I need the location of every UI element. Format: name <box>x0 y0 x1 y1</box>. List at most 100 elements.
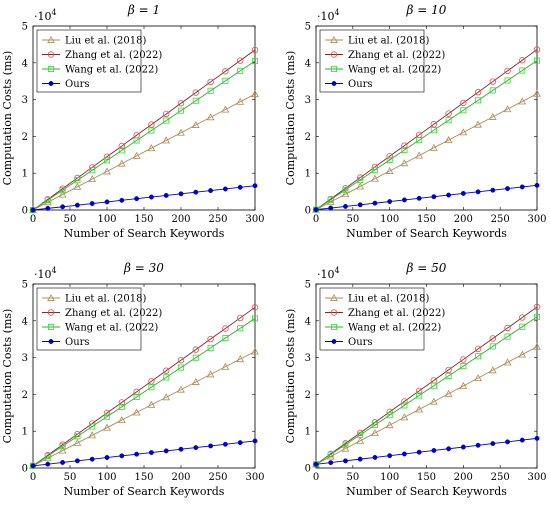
circle-marker <box>192 346 199 353</box>
x-tick-label: 250 <box>491 214 510 225</box>
square-marker <box>59 443 66 450</box>
y-tick-label: 3 <box>22 353 28 364</box>
square-marker <box>342 441 349 448</box>
square-marker <box>251 57 258 64</box>
series-line <box>32 440 256 467</box>
circle-marker <box>222 68 229 75</box>
y-tick-label: 0 <box>22 206 28 217</box>
triangle-marker <box>147 400 156 408</box>
square-marker <box>222 77 229 84</box>
dot-marker <box>534 435 540 441</box>
legend-item: Ours <box>42 79 90 90</box>
dot-marker <box>475 189 481 195</box>
circle-marker <box>162 367 170 374</box>
triangle-marker <box>429 397 438 405</box>
y-tick-label: 3 <box>22 95 28 106</box>
square-marker <box>222 335 229 342</box>
dot-marker <box>331 339 337 344</box>
dot-marker <box>505 439 510 445</box>
circle-marker <box>445 110 452 117</box>
legend-label: Zhang et al. (2022) <box>65 308 162 319</box>
y-tick-label: 3 <box>305 95 311 106</box>
dot-marker <box>313 461 319 467</box>
triangle-marker <box>162 393 171 401</box>
dot-marker <box>313 207 319 213</box>
legend-label: Zhang et al. (2022) <box>65 50 162 61</box>
circle-marker <box>222 325 229 332</box>
dot-marker <box>331 81 337 86</box>
x-tick-label: 300 <box>527 472 546 483</box>
dot-marker <box>163 192 169 198</box>
square-marker <box>489 87 496 94</box>
square-marker <box>342 186 349 193</box>
triangle-marker <box>415 151 424 159</box>
series-line <box>32 307 256 467</box>
series-line <box>315 184 538 211</box>
x-tick-label: 150 <box>417 214 436 225</box>
dot-marker <box>237 184 243 190</box>
triangle-marker <box>533 342 541 350</box>
x-tick-label: 200 <box>171 214 190 225</box>
triangle-marker <box>330 293 338 301</box>
square-marker <box>74 177 81 184</box>
series-3 <box>29 315 258 469</box>
triangle-marker <box>459 381 468 389</box>
square-marker <box>445 117 452 124</box>
dot-marker <box>237 440 243 446</box>
circle-marker <box>533 303 541 311</box>
circle-marker <box>251 304 259 311</box>
series-line <box>315 437 538 465</box>
dot-marker <box>60 204 66 210</box>
circle-marker <box>251 46 259 54</box>
legend-item: Wang et al. (2022) <box>42 65 158 76</box>
square-marker <box>118 147 125 154</box>
dot-marker <box>372 200 378 206</box>
dot-marker <box>178 446 184 452</box>
square-marker <box>163 117 170 124</box>
dot-marker <box>460 444 466 450</box>
series-line <box>315 60 538 211</box>
chart-title: β = 1 <box>127 3 160 17</box>
series-line <box>32 93 256 211</box>
legend-item: Liu et al. (2018) <box>325 36 429 47</box>
triangle-marker <box>356 182 365 190</box>
legend: Liu et al. (2018) Zhang et al. (2022) Wang… <box>36 29 162 93</box>
circle-marker <box>47 309 55 316</box>
dot-marker <box>460 190 466 196</box>
series-4 <box>30 183 258 213</box>
x-tick-label: 100 <box>380 214 399 225</box>
dot-marker <box>104 455 110 460</box>
circle-marker <box>474 89 482 96</box>
square-marker <box>330 323 337 330</box>
dot-marker <box>89 456 95 462</box>
square-marker <box>148 384 155 391</box>
dot-marker <box>416 195 422 201</box>
legend-label: Liu et al. (2018) <box>65 36 146 47</box>
dot-marker <box>534 182 540 188</box>
series-line <box>315 306 538 465</box>
triangle-marker <box>488 112 497 120</box>
chart-panel-1: β = 1 ·104 0 50 100 150 200 250 300 0 1 2 3 4 5 Number … <box>1 3 265 240</box>
square-marker <box>59 187 66 194</box>
square-marker <box>327 196 334 203</box>
circle-marker <box>330 309 338 316</box>
x-tick-label: 100 <box>380 472 399 483</box>
legend-label: Zhang et al. (2022) <box>348 308 445 319</box>
x-axis-label: Number of Search Keywords <box>346 485 507 498</box>
dot-marker <box>252 438 258 444</box>
legend-item: Zhang et al. (2022) <box>325 50 445 61</box>
square-marker <box>89 423 96 430</box>
circle-marker <box>489 78 496 85</box>
legend-item: Liu et al. (2018) <box>42 294 146 305</box>
circle-marker <box>103 409 111 417</box>
circle-marker <box>489 335 496 342</box>
dot-marker <box>30 463 36 469</box>
dot-marker <box>490 187 496 193</box>
square-marker <box>534 313 541 320</box>
triangle-marker <box>147 144 156 152</box>
legend-label: Wang et al. (2022) <box>65 65 158 76</box>
triangle-marker <box>371 428 379 436</box>
y-tick-label: 5 <box>305 280 311 291</box>
square-marker <box>430 382 437 389</box>
dot-marker <box>222 441 228 447</box>
